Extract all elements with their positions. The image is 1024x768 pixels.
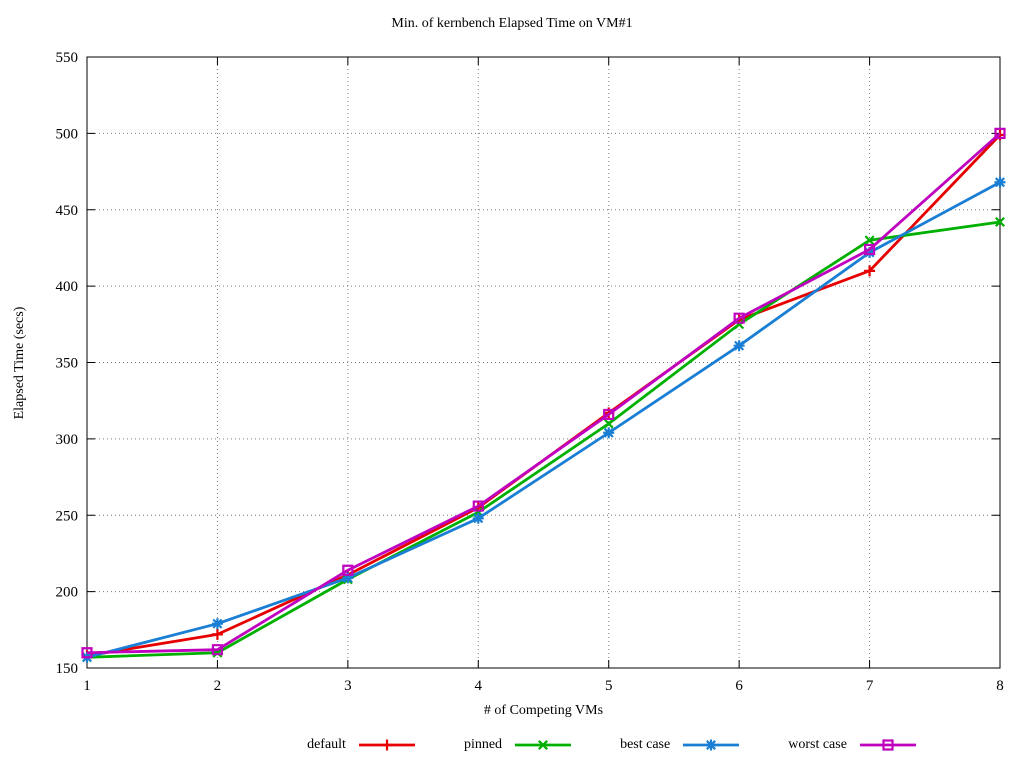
series-line-pinned [86, 220, 1001, 659]
y-tick-label: 550 [56, 50, 79, 66]
x-tick-label: 6 [735, 678, 743, 694]
legend-label: default [307, 737, 346, 752]
series-marker-default [864, 265, 876, 277]
series-line-default [86, 133, 1002, 658]
asterisk-marker-icon [705, 739, 717, 751]
plus-marker-icon [381, 739, 393, 751]
legend: default pinned best case worst case [100, 737, 1024, 753]
series-marker-pinned [864, 235, 875, 246]
legend-line-sample [358, 739, 415, 751]
y-tick-label: 300 [56, 432, 79, 448]
series-marker-best-case [864, 247, 876, 259]
series-marker-worst-case [211, 644, 224, 656]
y-tick-label: 200 [56, 585, 79, 601]
series-marker-pinned [603, 418, 614, 429]
chart-title: Min. of kernbench Elapsed Time on VM#1 [391, 16, 633, 31]
legend-label: best case [620, 737, 671, 752]
series-marker-best-case [733, 340, 745, 352]
legend-label: pinned [463, 737, 503, 752]
series-marker-worst-case [472, 500, 484, 512]
legend-line-sample [859, 739, 916, 751]
series-marker-best-case [211, 618, 223, 630]
series-marker-worst-case [603, 408, 615, 421]
y-tick-label: 450 [56, 203, 79, 219]
legend-line-sample [683, 739, 740, 751]
series-marker-worst-case [81, 647, 93, 659]
y-tick-label: 400 [56, 279, 79, 295]
series-marker-pinned [995, 216, 1005, 227]
legend-label: worst case [788, 737, 847, 752]
y-tick-label: 500 [56, 126, 79, 142]
series-marker-best-case [603, 427, 615, 439]
y-tick-label: 150 [56, 661, 79, 677]
x-tick-label: 5 [605, 678, 613, 694]
series-marker-worst-case [863, 243, 876, 256]
x-axis-label: # of Competing VMs [483, 703, 604, 718]
series-marker-worst-case [342, 564, 354, 576]
legend-item-pinned: pinned [464, 737, 572, 753]
series-marker-worst-case [994, 127, 1006, 139]
legend-item-worst-case: worst case [788, 737, 917, 753]
x-tick-label: 1 [83, 678, 91, 694]
legend-item-best-case: best case [620, 737, 740, 753]
y-tick-label: 250 [56, 508, 79, 524]
x-tick-label: 8 [996, 678, 1004, 694]
x-marker-icon [538, 740, 549, 750]
x-tick-label: 3 [344, 678, 352, 694]
series-marker-worst-case [733, 312, 745, 324]
series-line-best-case [86, 181, 1001, 659]
series-marker-best-case [342, 572, 354, 584]
series-line-worst-case [86, 132, 1001, 655]
series-marker-best-case [994, 176, 1006, 188]
series-marker-best-case [472, 512, 484, 524]
legend-item-default: default [307, 737, 416, 753]
x-tick-label: 7 [866, 678, 874, 694]
plot-area: 150 200 250 300 350 400 450 500 550 1 2 3 4 5 6 7 8 [56, 50, 1006, 694]
legend-line-sample [515, 740, 572, 750]
x-tick-label: 4 [475, 678, 483, 694]
y-tick-label: 350 [56, 356, 79, 372]
x-tick-label: 2 [214, 678, 222, 694]
square-marker-icon [882, 739, 894, 751]
series-marker-default [211, 628, 223, 640]
